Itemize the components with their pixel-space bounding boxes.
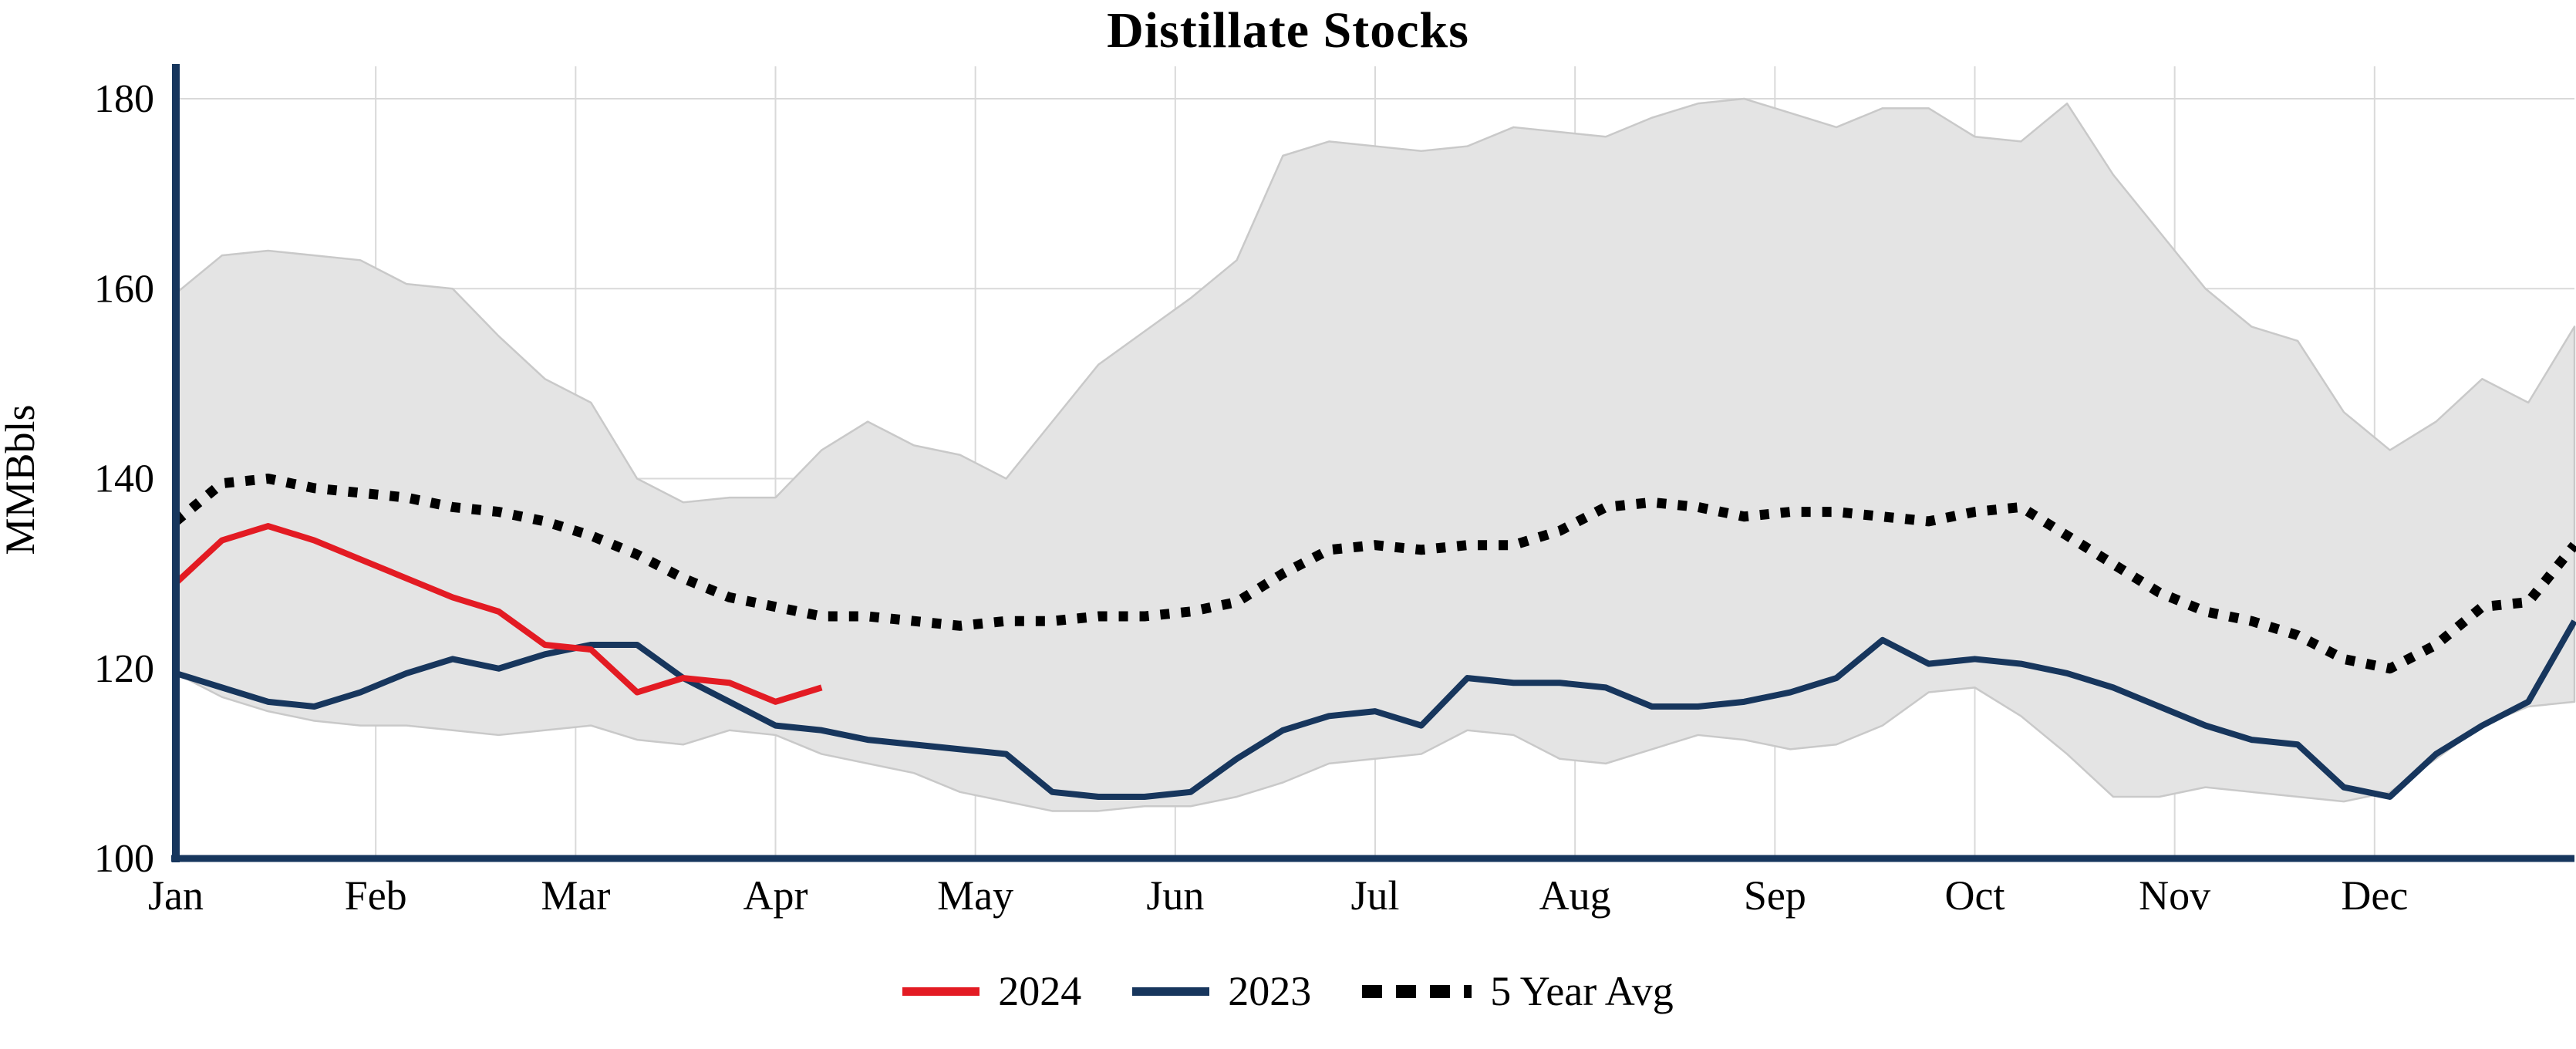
chart-canvas: MMBbls 100 120 140 160 180 Jan Feb Mar Apr May Jun… (0, 64, 2576, 919)
legend-item-2023: 2023 (1132, 967, 1311, 1015)
chart-legend: 2024 2023 5 Year Avg (0, 967, 2576, 1015)
svg-text:180: 180 (94, 77, 154, 121)
svg-text:Aug: Aug (1539, 872, 1611, 919)
legend-label-2024: 2024 (998, 968, 1082, 1014)
svg-text:140: 140 (94, 457, 154, 501)
legend-swatch-2023 (1132, 987, 1210, 996)
legend-label-2023: 2023 (1228, 968, 1312, 1014)
svg-text:Oct: Oct (1945, 872, 2005, 919)
svg-text:May: May (937, 872, 1013, 919)
svg-text:Sep: Sep (1744, 872, 1806, 919)
svg-text:Nov: Nov (2139, 872, 2210, 919)
svg-text:Dec: Dec (2341, 872, 2408, 919)
svg-text:Jan: Jan (148, 872, 204, 919)
legend-item-2024: 2024 (902, 967, 1081, 1015)
y-axis-label: MMBbls (0, 404, 43, 555)
svg-text:Jun: Jun (1146, 872, 1204, 919)
svg-text:100: 100 (94, 837, 154, 881)
svg-text:Jul: Jul (1350, 872, 1399, 919)
svg-text:Mar: Mar (541, 872, 610, 919)
svg-text:160: 160 (94, 267, 154, 311)
chart-title: Distillate Stocks (1107, 2, 1469, 59)
legend-label-5-year-avg: 5 Year Avg (1490, 968, 1674, 1014)
svg-text:120: 120 (94, 647, 154, 691)
legend-swatch-2024 (902, 987, 980, 996)
svg-text:Feb: Feb (345, 872, 407, 919)
legend-swatch-5-year-avg-dotted (1362, 984, 1472, 998)
svg-text:Apr: Apr (743, 872, 808, 919)
legend-item-5-year-avg: 5 Year Avg (1362, 967, 1674, 1015)
